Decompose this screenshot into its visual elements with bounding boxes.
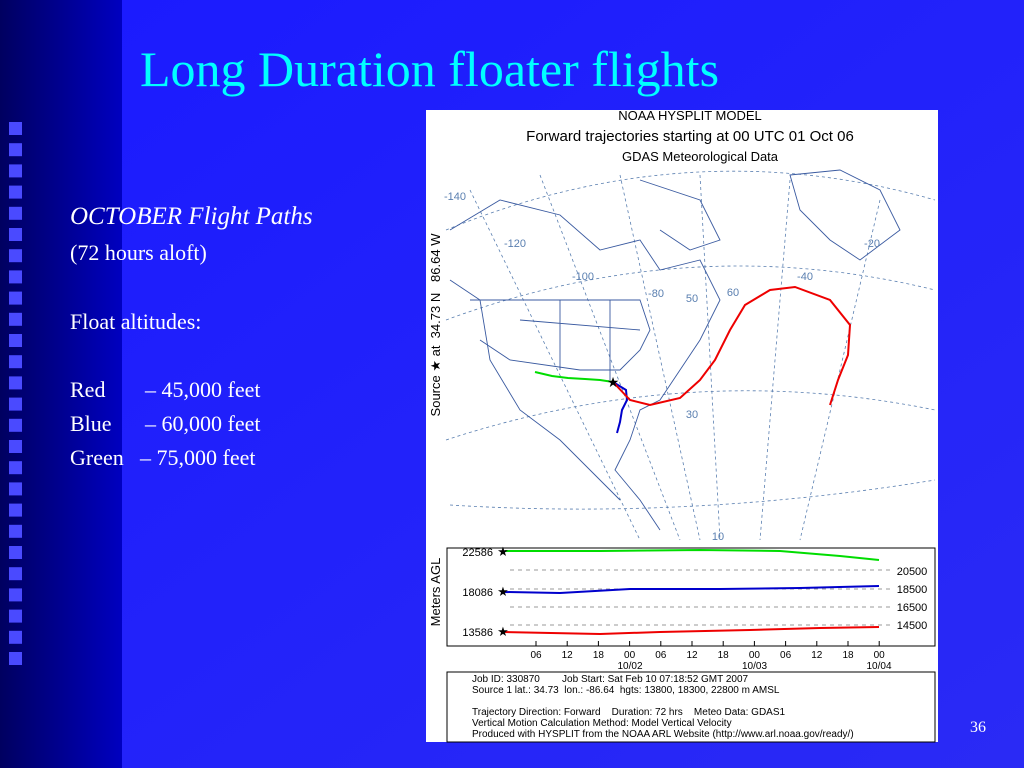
hour-label: 00 xyxy=(749,650,761,661)
square xyxy=(9,355,22,369)
height-label: 20500 xyxy=(897,566,928,578)
square xyxy=(9,482,22,496)
square xyxy=(9,122,22,135)
map-label: 30 xyxy=(686,409,698,421)
height-label: 14500 xyxy=(897,620,928,632)
square xyxy=(9,588,22,602)
square xyxy=(9,503,22,517)
page-number: 36 xyxy=(970,719,986,736)
map-label: -40 xyxy=(797,271,813,283)
slide-title: Long Duration floater flights xyxy=(140,41,719,97)
hour-label: 06 xyxy=(530,650,542,661)
legend-name: Red xyxy=(70,377,105,402)
hour-label: 12 xyxy=(686,650,698,661)
info-box xyxy=(446,671,936,743)
source-star: ★ xyxy=(607,374,620,390)
square xyxy=(9,228,22,241)
square xyxy=(9,143,22,157)
legend-text: – 75,000 feet xyxy=(139,445,255,470)
subtitle: OCTOBER Flight Paths xyxy=(70,203,313,230)
info-line: Source 1 lat.: 34.73 lon.: -86.64 hgts: … xyxy=(472,685,780,696)
square xyxy=(9,185,22,199)
model-name: NOAA HYSPLIT MODEL xyxy=(618,108,762,123)
start-height: 13586 xyxy=(462,627,493,639)
float-heading: Float altitudes: xyxy=(70,309,201,334)
date-label: 10/02 xyxy=(617,661,642,672)
blue-height xyxy=(504,585,880,595)
square xyxy=(9,567,22,581)
square xyxy=(9,461,22,475)
hour-label: 18 xyxy=(593,650,605,661)
date-label: 10/04 xyxy=(866,661,891,672)
hour-label: 00 xyxy=(874,650,886,661)
map-grid xyxy=(445,170,936,541)
legend-text: – 45,000 feet xyxy=(144,377,260,402)
square xyxy=(9,206,22,220)
height-panel xyxy=(446,547,936,647)
note: (72 hours aloft) xyxy=(70,240,207,265)
figure-title: Forward trajectories starting at 00 UTC … xyxy=(526,128,854,145)
square xyxy=(9,334,22,347)
hysplit-figure: NOAA HYSPLIT MODEL Forward trajectories … xyxy=(426,108,938,743)
map-label: -20 xyxy=(864,238,880,250)
map-label: -100 xyxy=(572,271,594,283)
height-label: 16500 xyxy=(897,602,928,614)
square xyxy=(9,630,22,644)
hour-label: 06 xyxy=(780,650,792,661)
square xyxy=(9,418,22,432)
figure-background xyxy=(426,110,938,742)
square xyxy=(9,397,22,411)
square xyxy=(9,524,22,538)
start-height: 22586 xyxy=(462,547,493,559)
map-label: -120 xyxy=(504,238,526,250)
info-line: Vertical Motion Calculation Method: Mode… xyxy=(472,718,732,729)
red-height xyxy=(504,626,880,636)
map-label: 10 xyxy=(712,531,724,543)
legend-text: – 60,000 feet xyxy=(144,411,260,436)
start-star: ★ xyxy=(497,584,509,599)
legend-name: Blue xyxy=(70,411,112,436)
info-line: Job ID: 330870 Job Start: Sat Feb 10 07:… xyxy=(472,674,749,685)
hour-label: 12 xyxy=(811,650,823,661)
green-height xyxy=(505,548,880,561)
map-label: -140 xyxy=(444,191,466,203)
y-axis-label: Meters AGL xyxy=(428,558,443,627)
hour-label: 12 xyxy=(562,650,574,661)
square xyxy=(9,440,22,453)
map-label: 50 xyxy=(686,293,698,305)
square xyxy=(9,291,22,305)
height-label: 18500 xyxy=(897,584,928,596)
map-label: 60 xyxy=(727,287,739,299)
info-line: Trajectory Direction: Forward Duration: … xyxy=(472,707,786,718)
square xyxy=(9,270,22,284)
green-trajectory xyxy=(534,371,614,383)
red-trajectory xyxy=(612,285,852,407)
hour-label: 18 xyxy=(842,650,854,661)
square xyxy=(9,609,22,623)
start-star: ★ xyxy=(497,544,509,559)
square xyxy=(9,164,22,178)
blue-trajectory xyxy=(612,381,629,434)
data-source: GDAS Meteorological Data xyxy=(622,149,779,164)
hour-label: 06 xyxy=(655,650,667,661)
source-label: Source ★ at 34.73 N 86.64 W xyxy=(428,233,443,417)
coastlines xyxy=(449,169,901,531)
hour-label: 18 xyxy=(718,650,730,661)
square xyxy=(9,249,22,263)
square-column xyxy=(9,122,22,665)
info-line: Produced with HYSPLIT from the NOAA ARL … xyxy=(472,729,854,740)
square xyxy=(9,652,22,665)
square xyxy=(9,312,22,326)
start-height: 18086 xyxy=(462,587,493,599)
legend-name: Green xyxy=(70,445,124,470)
date-label: 10/03 xyxy=(742,661,767,672)
start-star: ★ xyxy=(497,624,509,639)
square xyxy=(9,376,22,390)
square xyxy=(9,546,22,559)
hour-label: 00 xyxy=(624,650,636,661)
map-label: -80 xyxy=(648,288,664,300)
